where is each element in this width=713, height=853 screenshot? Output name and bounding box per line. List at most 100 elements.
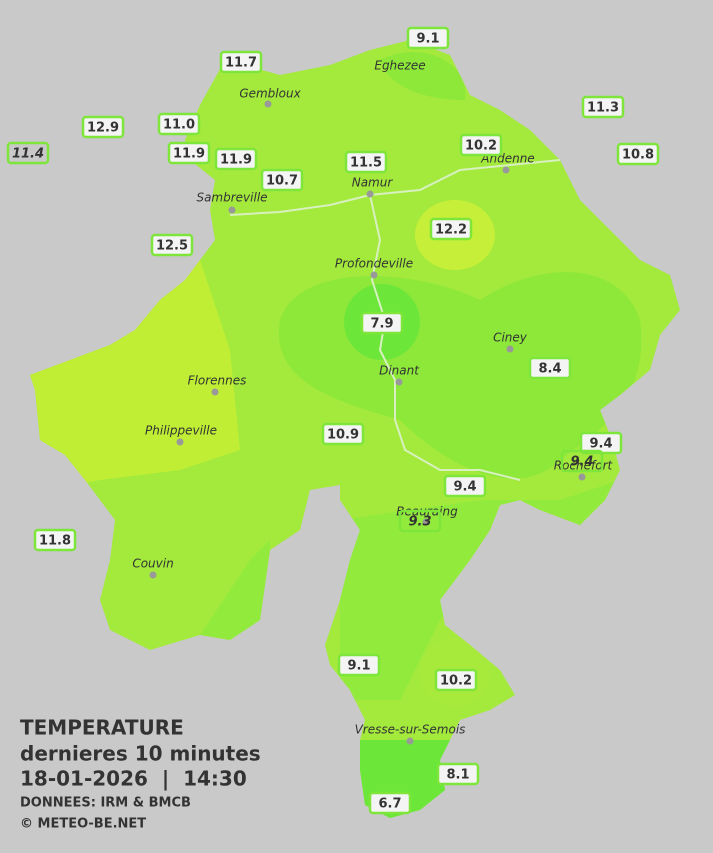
station: 10.9 — [321, 422, 365, 446]
city-label: Namur — [352, 176, 394, 190]
station-box — [344, 150, 388, 174]
station-box — [219, 50, 263, 74]
station: 11.8 — [33, 528, 77, 552]
city-label: Rochefort — [554, 459, 614, 473]
city-label: Vresse-sur-Semois — [355, 723, 466, 737]
station: 12.9 — [81, 115, 125, 139]
city-dot — [366, 190, 374, 198]
station-box — [406, 26, 450, 50]
cool-zone — [200, 540, 270, 640]
station: 12.5 — [150, 233, 194, 257]
cool-zone — [380, 52, 466, 100]
station: 8.4 — [528, 356, 572, 380]
station: 11.9 — [167, 141, 211, 165]
city-label: Gembloux — [239, 87, 301, 101]
station-box — [398, 509, 442, 533]
city-dot — [502, 166, 510, 174]
station-box — [443, 474, 487, 498]
river — [229, 193, 521, 481]
station-value: 12.2 — [435, 223, 467, 238]
city-label: Philippeville — [145, 424, 217, 438]
station-value: 11.0 — [163, 118, 195, 133]
station: 11.5 — [344, 150, 388, 174]
station-box — [214, 147, 258, 171]
city-dot — [149, 571, 157, 579]
station-value: 10.7 — [266, 174, 298, 189]
city-dot — [422, 518, 430, 526]
station-box — [260, 168, 304, 192]
station-value: 10.8 — [622, 148, 654, 163]
station-box — [6, 141, 50, 165]
station-box — [368, 791, 412, 815]
station-box — [321, 422, 365, 446]
station: 8.1 — [436, 762, 480, 786]
station: 10.2 — [434, 668, 478, 692]
station: 11.0 — [157, 112, 201, 136]
station: 9.4 — [443, 474, 487, 498]
station-value: 6.7 — [378, 797, 401, 812]
station-box — [581, 95, 625, 119]
city-label: Sambreville — [196, 191, 267, 205]
city-dot — [211, 388, 219, 396]
city-label: Eghezee — [374, 59, 425, 73]
station-value: 9.4 — [570, 455, 593, 470]
city-label: Profondeville — [335, 257, 413, 271]
station-box — [560, 449, 604, 473]
city-dot — [176, 438, 184, 446]
station: 6.7 — [368, 791, 412, 815]
station: 11.3 — [581, 95, 625, 119]
station-value: 10.2 — [465, 139, 497, 154]
header-credit: © METEO-BE.NET — [20, 817, 146, 832]
station-value: 11.4 — [12, 147, 44, 162]
station: 10.7 — [260, 168, 304, 192]
station-value: 9.1 — [347, 659, 370, 674]
station-value: 11.8 — [39, 534, 71, 549]
station-value: 10.9 — [327, 428, 359, 443]
city-label: Ciney — [493, 331, 528, 345]
station-box — [157, 112, 201, 136]
labels: EghezeeGemblouxAndenneNamurSambrevillePr… — [6, 26, 660, 832]
station-box — [360, 311, 404, 335]
station-value: 11.9 — [220, 153, 252, 168]
station: 9.1 — [337, 653, 381, 677]
city-dot — [578, 473, 586, 481]
header-subtitle: dernieres 10 minutes — [20, 742, 261, 766]
station-box — [434, 668, 478, 692]
station-box — [33, 528, 77, 552]
station-value: 11.9 — [173, 147, 205, 162]
station: 11.7 — [219, 50, 263, 74]
station-value: 8.1 — [446, 768, 469, 783]
city-dot — [370, 271, 378, 279]
station-value: 11.7 — [225, 56, 257, 71]
station: 11.4 — [6, 141, 50, 165]
city-dot — [264, 100, 272, 108]
station-box — [616, 142, 660, 166]
header-title: TEMPERATURE — [20, 716, 184, 740]
header-source: DONNEES: IRM & BMCB — [20, 796, 191, 811]
station-value: 12.9 — [87, 121, 119, 136]
city-dot — [406, 737, 414, 745]
station-value: 12.5 — [156, 239, 188, 254]
station: 9.3 — [398, 509, 442, 533]
station-value: 8.4 — [538, 362, 561, 377]
station-value: 7.9 — [370, 317, 393, 332]
station-box — [81, 115, 125, 139]
station-box — [167, 141, 211, 165]
station-value: 10.2 — [440, 674, 472, 689]
station-box — [429, 217, 473, 241]
station: 10.8 — [616, 142, 660, 166]
river — [369, 159, 561, 196]
station-value: 9.1 — [416, 32, 439, 47]
station: 11.9 — [214, 147, 258, 171]
station-box — [337, 653, 381, 677]
station-value: 9.4 — [589, 437, 612, 452]
header-datetime: 18-01-2026 | 14:30 — [20, 767, 247, 791]
station: 10.2 — [459, 133, 503, 157]
city-dot — [228, 206, 236, 214]
city-label: Dinant — [379, 364, 420, 378]
station: 9.1 — [406, 26, 450, 50]
station-value: 11.3 — [587, 101, 619, 116]
station: 12.2 — [429, 217, 473, 241]
station-value: 11.5 — [350, 156, 382, 171]
